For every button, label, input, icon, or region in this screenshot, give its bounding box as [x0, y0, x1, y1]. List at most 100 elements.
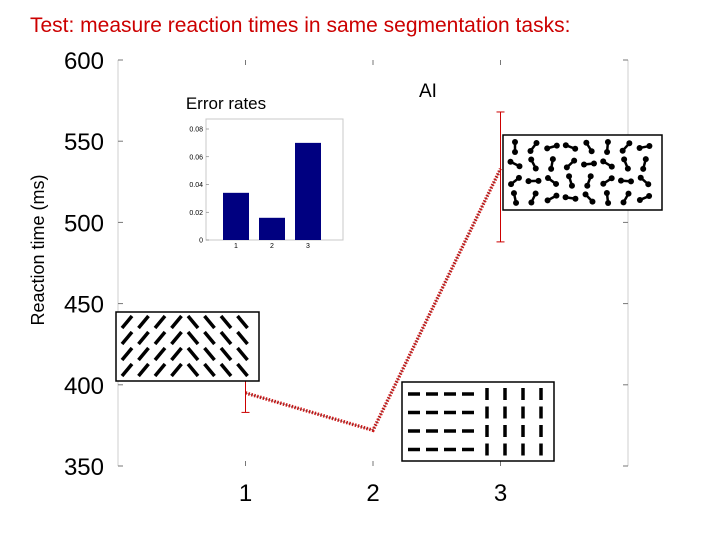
stimulus-dumbbell-end: [603, 190, 610, 197]
stimulus-bar: [153, 362, 167, 378]
stimulus-bar: [120, 346, 134, 362]
stimulus-dumbbell-end: [571, 157, 578, 164]
stimulus-dumbbell-end: [582, 191, 589, 198]
stimulus-bar: [203, 362, 216, 378]
stimulus-dumbbell-end: [508, 181, 515, 188]
stimulus-dumbbell-end: [600, 180, 607, 187]
y-tick-label: 500: [64, 210, 104, 237]
inset-x-tick-label: 1: [234, 243, 238, 250]
stimulus-bar: [203, 346, 216, 362]
stimulus-bar: [236, 346, 249, 362]
stimulus-dumbbell-end: [553, 192, 560, 199]
stimulus-dumbbell-end: [544, 197, 551, 204]
stimulus-dumbbell-end: [646, 143, 653, 150]
stimulus-dumbbell-end: [507, 158, 514, 165]
stimulus-dumbbell-end: [604, 148, 611, 155]
stimulus-bar: [120, 362, 134, 378]
stimulus-bar: [203, 330, 216, 346]
stimulus-bar: [170, 346, 183, 362]
stimulus-dumbbell-end: [562, 142, 569, 149]
stimulus-dumbbell-end: [608, 163, 615, 170]
stimulus-dumbbell-end: [553, 142, 560, 149]
stimulus-dumbbell-end: [625, 190, 632, 197]
stimulus-dumbbell-end: [621, 156, 628, 163]
stimulus-bar: [219, 346, 233, 362]
x-tick-label: 1: [239, 480, 252, 507]
stimulus-dumbbell-end: [608, 175, 615, 182]
stimulus-dumbbell-end: [605, 199, 612, 206]
x-tick-label: 3: [494, 480, 507, 507]
stimulus-dumbbell-end: [544, 175, 551, 182]
main-axes: [117, 60, 629, 466]
stimulus-dumbbell-end: [624, 165, 631, 172]
stimulus-dumbbell-end: [587, 173, 594, 180]
stimulus-bar: [203, 314, 216, 330]
stimulus-dumbbell-end: [528, 199, 535, 206]
main-series: [241, 111, 505, 433]
inset-bar: [223, 192, 249, 240]
stimulus-bar: [153, 314, 167, 330]
stimulus-dumbbell-end: [646, 193, 653, 200]
stimulus-frame: [115, 311, 260, 382]
y-tick-label: 400: [64, 373, 104, 400]
inset-y-tick-label: 0.06: [189, 154, 203, 161]
stimulus-frame: [401, 381, 555, 462]
inset-bar: [295, 142, 321, 240]
stimulus-dumbbell-end: [512, 149, 518, 155]
inset-title: Error rates: [186, 94, 266, 113]
stimulus-dumbbell-end: [588, 148, 595, 155]
stimulus-oriented-bars: [115, 311, 260, 382]
stimulus-bar: [186, 362, 200, 378]
stimulus-bar: [219, 314, 233, 330]
stimulus-dumbbell-end: [604, 139, 611, 146]
stimulus-bar: [137, 362, 150, 378]
reaction-time-line-core: [245, 168, 501, 431]
stimulus-bar: [153, 346, 167, 362]
stimulus-dumbbell-end: [583, 139, 590, 146]
stimulus-dumbbell-end: [515, 174, 522, 181]
inset-x-tick-label: 3: [306, 243, 310, 250]
stimulus-dumbbell-end: [525, 178, 532, 185]
stimulus-dumbbell-end: [527, 147, 534, 154]
y-tick-label: 600: [64, 48, 104, 75]
stimulus-dumbbell-end: [620, 199, 627, 206]
slide-title: Test: measure reaction times in same seg…: [30, 14, 571, 37]
inset-y-tick-label: 0.08: [189, 127, 203, 134]
stimulus-dumbbell-end: [513, 199, 520, 206]
stimulus-dumbbell-end: [528, 156, 535, 163]
inset-bars: 1 2 3: [223, 142, 321, 250]
stimulus-bar: [236, 314, 249, 330]
stimulus-dumbbell-end: [572, 145, 579, 152]
stimulus-dumbbell-end: [627, 178, 634, 185]
stimulus-bar: [137, 346, 150, 362]
stimulus-bar: [170, 314, 183, 330]
stimulus-dumbbell-end: [553, 180, 560, 187]
error-rates-inset-chart: Error rates 0 0.02 0.04 0.06 0.08 1 2 3: [186, 94, 344, 250]
stimulus-dumbbell-end: [572, 195, 579, 202]
inset-x-tick-label: 2: [270, 243, 274, 250]
stimulus-dumbbell-end: [544, 145, 551, 152]
stimulus-bar: [170, 362, 183, 378]
stimulus-bar: [120, 314, 134, 330]
stimulus-bar: [186, 346, 200, 362]
stimulus-dumbbell-end: [600, 158, 607, 165]
annotation-ai: AI: [419, 81, 437, 102]
x-tick-label: 2: [366, 480, 379, 507]
y-tick-label: 350: [64, 454, 104, 481]
stimulus-bar: [236, 362, 249, 378]
stimulus-bar: [170, 330, 183, 346]
stimulus-dumbbell-end: [549, 156, 556, 163]
stimulus-dumbbell-end: [532, 165, 539, 172]
inset-y-tick-label: 0.02: [189, 210, 203, 217]
stimulus-dumbbell-end: [548, 165, 555, 172]
stimulus-dumbbell-end: [516, 163, 523, 170]
stimulus-dumbbell-end: [562, 194, 569, 201]
y-tick-label: 450: [64, 292, 104, 319]
stimulus-bar: [186, 314, 200, 330]
stimulus-dashes-vs-bars: [401, 381, 555, 462]
stimulus-bar: [137, 330, 150, 346]
y-axis-label: Reaction time (ms): [28, 174, 48, 325]
stimulus-bar: [219, 362, 233, 378]
stimulus-dumbbell-end: [566, 173, 573, 180]
